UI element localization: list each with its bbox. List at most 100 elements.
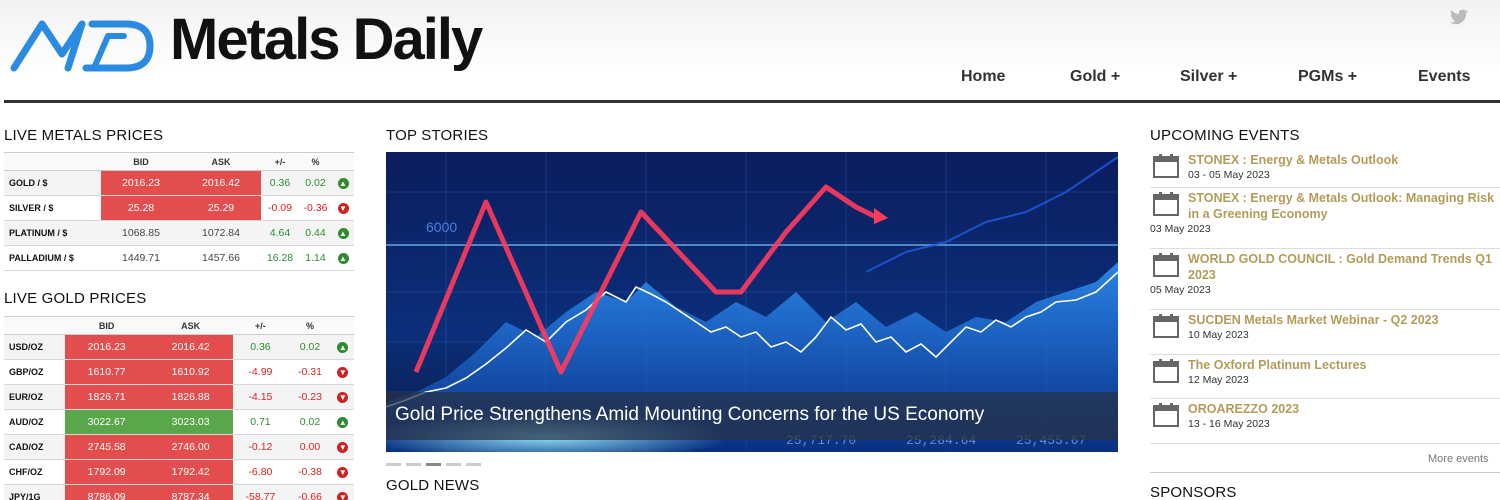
event-title-link[interactable]: SUCDEN Metals Market Webinar - Q2 2023 [1188, 313, 1439, 327]
site-logo[interactable] [8, 10, 156, 80]
event-title-link[interactable]: The Oxford Platinum Lectures [1188, 358, 1367, 372]
direction-cell: ▲ [331, 334, 354, 360]
calendar-icon [1153, 359, 1179, 383]
table-header-row: BID ASK +/- % [4, 152, 354, 171]
ask-cell: 2016.42 [148, 334, 233, 360]
change-cell: 0.36 [232, 334, 289, 360]
dir-header [332, 152, 354, 171]
pct-cell: -0.66 [288, 484, 332, 500]
arrow-up-icon: ▲ [337, 228, 349, 239]
event-title-link[interactable]: STONEX : Energy & Metals Outlook: Managi… [1188, 191, 1495, 221]
price-row: JPY/1G 8786.09 8787.34 -58.77 -0.66 ▼ [4, 484, 354, 500]
twitter-icon[interactable] [1450, 9, 1468, 25]
price-row: PLATINUM / $1068.85 1072.84 4.64 0.44 ▲ [4, 220, 354, 246]
direction-cell: ▼ [331, 459, 354, 485]
price-row: GBP/OZ 1610.77 1610.92 -4.99 -0.31 ▼ [4, 359, 354, 385]
pct-cell: 1.14 [299, 245, 332, 271]
md-logo-icon [10, 20, 154, 72]
change-cell: -0.09 [261, 195, 299, 221]
slide-dot-1[interactable] [386, 463, 401, 466]
price-row: EUR/OZ 1826.71 1826.88 -4.15 -0.23 ▼ [4, 384, 354, 410]
ask-header: ASK [148, 316, 233, 335]
event-title-link[interactable]: STONEX : Energy & Metals Outlook [1188, 153, 1399, 167]
change-cell: 0.71 [232, 409, 289, 435]
upcoming-events-title: UPCOMING EVENTS [1150, 127, 1300, 144]
event-title-link[interactable]: OROAREZZO 2023 [1188, 402, 1300, 416]
row-label: PALLADIUM / $ [4, 245, 101, 271]
slide-dot-4[interactable] [446, 463, 461, 466]
arrow-down-icon: ▼ [337, 392, 349, 403]
event-date: 03 - 05 May 2023 [1188, 169, 1270, 181]
axis-text: 6000 [426, 219, 457, 235]
event-date: 10 May 2023 [1188, 329, 1249, 341]
slide-dot-5[interactable] [466, 463, 481, 466]
site-header: Metals Daily Home Gold + Silver + PGMs +… [0, 0, 1500, 104]
header-divider [4, 100, 1500, 103]
direction-cell: ▼ [331, 384, 354, 410]
row-label: SILVER / $ [4, 195, 101, 221]
row-label: GOLD / $ [4, 170, 101, 196]
event-title-link[interactable]: WORLD GOLD COUNCIL : Gold Demand Trends … [1188, 252, 1492, 282]
live-metals-title: LIVE METALS PRICES [4, 127, 164, 144]
nav-events[interactable]: Events [1418, 68, 1471, 85]
bid-cell: 1068.85 [101, 220, 181, 246]
ask-cell: 2746.00 [148, 434, 233, 460]
label-header [4, 316, 65, 335]
bid-cell: 1449.71 [101, 245, 181, 271]
pct-cell: 0.44 [299, 220, 332, 246]
bid-cell: 2016.23 [64, 334, 149, 360]
ask-header: ASK [181, 152, 261, 171]
arrow-down-icon: ▼ [337, 492, 349, 500]
direction-cell: ▼ [332, 195, 354, 221]
direction-cell: ▼ [331, 484, 354, 500]
calendar-icon [1153, 253, 1179, 277]
arrow-down-icon: ▼ [337, 442, 349, 453]
top-story-slide[interactable]: 6000 25,717.70 25,284.64 25,455.67 Gold … [386, 152, 1118, 452]
pct-header: % [288, 316, 332, 335]
nav-home[interactable]: Home [961, 68, 1006, 85]
bid-header: BID [64, 316, 149, 335]
ask-cell: 8787.34 [148, 484, 233, 500]
label-header [4, 152, 101, 171]
more-events-link[interactable]: More events [1428, 453, 1489, 465]
nav-pgms[interactable]: PGMs + [1298, 68, 1358, 85]
calendar-icon [1153, 403, 1179, 427]
calendar-icon [1153, 314, 1179, 338]
change-cell: -4.15 [232, 384, 289, 410]
change-cell: -58.77 [232, 484, 289, 500]
pct-header: % [299, 152, 332, 171]
event-date: 05 May 2023 [1150, 284, 1211, 296]
nav-gold[interactable]: Gold + [1070, 68, 1121, 85]
price-row: PALLADIUM / $1449.71 1457.66 16.28 1.14 ▲ [4, 245, 354, 271]
event-item: STONEX : Energy & Metals Outlook 03 - 05 … [1150, 150, 1500, 188]
change-cell: -4.99 [232, 359, 289, 385]
row-label: GBP/OZ [4, 359, 65, 385]
story-headline-link[interactable]: Gold Price Strengthens Amid Mounting Con… [395, 404, 985, 425]
event-item: STONEX : Energy & Metals Outlook: Managi… [1150, 188, 1500, 249]
row-label: USD/OZ [4, 334, 65, 360]
nav-silver[interactable]: Silver + [1180, 68, 1238, 85]
arrow-down-icon: ▼ [337, 367, 349, 378]
slide-dot-3[interactable] [426, 463, 441, 466]
live-metals-table: BID ASK +/- % GOLD / $2016.23 2016.42 0.36… [4, 152, 354, 271]
price-row: CHF/OZ 1792.09 1792.42 -6.80 -0.38 ▼ [4, 459, 354, 485]
arrow-up-icon: ▲ [337, 342, 349, 353]
table-header-row: BID ASK +/- % [4, 316, 354, 335]
change-header: +/- [261, 152, 299, 171]
bid-cell: 3022.67 [64, 409, 149, 435]
event-date: 13 - 16 May 2023 [1188, 418, 1270, 430]
sponsors-title: SPONSORS [1150, 484, 1237, 500]
row-label: JPY/1G [4, 484, 65, 500]
gold-news-title: GOLD NEWS [386, 477, 480, 494]
ask-cell: 1792.42 [148, 459, 233, 485]
price-row: GOLD / $2016.23 2016.42 0.36 0.02 ▲ [4, 170, 354, 196]
story-caption-bar[interactable]: Gold Price Strengthens Amid Mounting Con… [386, 392, 1118, 440]
ask-cell: 3023.03 [148, 409, 233, 435]
change-cell: 4.64 [261, 220, 299, 246]
row-label: CHF/OZ [4, 459, 65, 485]
ask-cell: 1826.88 [148, 384, 233, 410]
brand-name: Metals Daily [170, 7, 483, 72]
slide-dot-2[interactable] [406, 463, 421, 466]
pct-cell: 0.02 [288, 409, 332, 435]
pct-cell: -0.38 [288, 459, 332, 485]
